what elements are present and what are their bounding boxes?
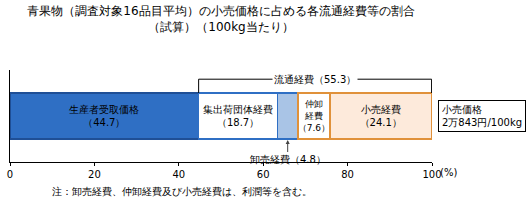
svg-text:生産者受取価格（44.7）: 生産者受取価格（44.7） [69,104,139,128]
svg-text:20: 20 [88,169,101,180]
svg-text:80: 80 [341,169,354,180]
svg-text:40: 40 [172,169,185,180]
svg-text:注：卸売経費、仲卸経費及び小売経費は、利潤等を含む。: 注：卸売経費、仲卸経費及び小売経費は、利潤等を含む。 [52,186,312,197]
svg-text:仲卸経費（7.6）: 仲卸経費（7.6） [298,99,330,132]
svg-text:小売価格2万843円/100kg: 小売価格2万843円/100kg [442,104,522,128]
svg-text:集出荷団体経費（18.7）: 集出荷団体経費（18.7） [203,104,273,128]
svg-text:卸売経費（4.8）: 卸売経費（4.8） [250,154,326,165]
svg-text:0: 0 [7,169,13,180]
svg-text:(%): (%) [440,167,457,178]
svg-text:青果物（調査対象16品目平均）の小売価格に占める各流通経費等: 青果物（調査対象16品目平均）の小売価格に占める各流通経費等の割合（試算）（10… [27,4,414,34]
svg-text:60: 60 [257,169,270,180]
svg-text:小売経費（24.1）: 小売経費（24.1） [360,104,402,128]
svg-text:流通経費（55.3）: 流通経費（55.3） [274,74,356,85]
svg-text:100: 100 [422,169,441,180]
